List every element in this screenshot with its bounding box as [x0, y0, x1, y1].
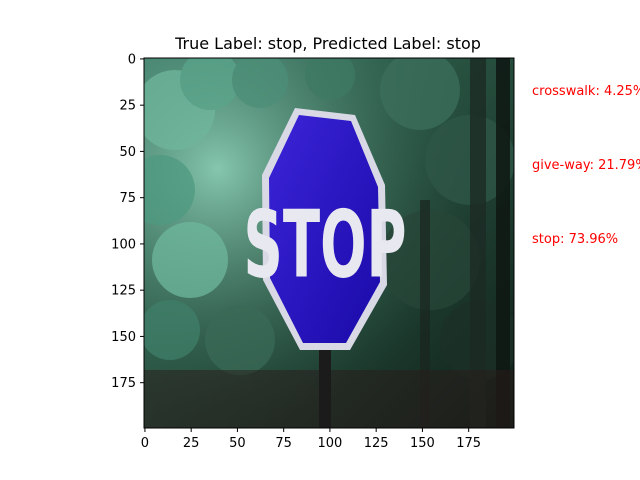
prediction-list: crosswalk: 4.25% give-way: 21.79% stop: 73…	[532, 84, 640, 247]
y-tick-label: 125	[111, 284, 136, 299]
prediction-label: stop: 73.96%	[532, 232, 618, 247]
stop-sign-text: STOP	[244, 192, 407, 300]
axes-frame	[143, 57, 515, 429]
y-tick-label: 25	[119, 99, 136, 114]
y-tick-label: 175	[111, 376, 136, 391]
x-tick-label: 175	[456, 436, 481, 451]
x-tick-label: 125	[364, 436, 389, 451]
figure-title: True Label: stop, Predicted Label: stop	[174, 34, 481, 53]
y-tick-label: 100	[111, 237, 136, 252]
y-tick-label: 150	[111, 330, 136, 345]
y-tick-label: 50	[119, 145, 136, 160]
y-axis: 0 25 50 75 100 125 150 175	[111, 52, 144, 391]
x-tick-label: 100	[318, 436, 343, 451]
x-axis: 0 25 50 75 100 125 150 175	[141, 428, 481, 451]
prediction-label: crosswalk: 4.25%	[532, 84, 640, 99]
x-tick-label: 75	[275, 436, 292, 451]
x-tick-label: 25	[183, 436, 200, 451]
x-tick-label: 150	[410, 436, 435, 451]
stop-sign-photo: STOP	[144, 58, 514, 428]
y-tick-label: 0	[128, 52, 136, 67]
prediction-label: give-way: 21.79%	[532, 158, 640, 173]
y-tick-label: 75	[119, 191, 136, 206]
x-tick-label: 50	[229, 436, 246, 451]
x-tick-label: 0	[141, 436, 149, 451]
